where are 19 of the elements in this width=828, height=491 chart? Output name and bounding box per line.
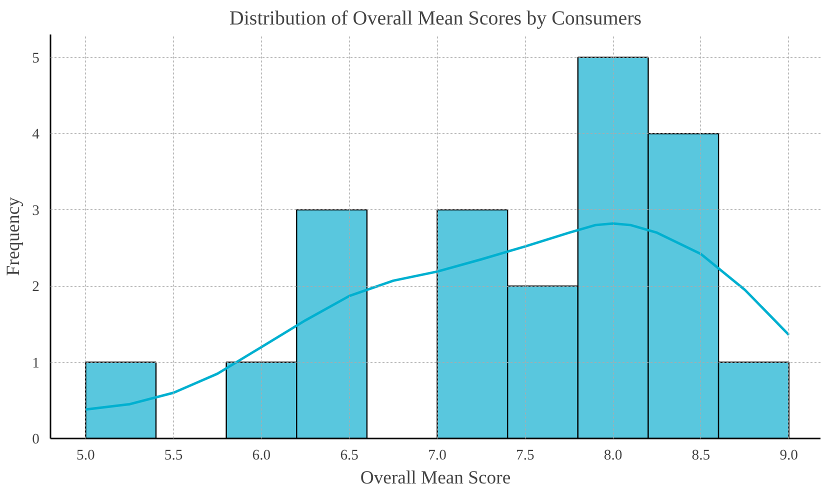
y-axis-title: Frequency bbox=[3, 196, 24, 276]
x-tick-label: 8.5 bbox=[692, 448, 710, 464]
x-axis-title: Overall Mean Score bbox=[360, 468, 511, 488]
y-tick-label: 2 bbox=[32, 279, 40, 296]
x-tick-label: 5.0 bbox=[76, 448, 95, 464]
x-tick-label: 7.0 bbox=[428, 448, 446, 464]
y-tick-label: 4 bbox=[32, 126, 40, 143]
y-tick-label: 5 bbox=[32, 50, 40, 66]
x-tick-label: 6.5 bbox=[340, 448, 359, 464]
y-tick-label: 3 bbox=[32, 202, 40, 219]
y-tick-label: 0 bbox=[32, 432, 40, 448]
line-series bbox=[84, 222, 790, 411]
x-tick-label: 6.0 bbox=[252, 448, 271, 464]
x-tick-label: 8.0 bbox=[604, 448, 622, 464]
y-tick-label: 1 bbox=[32, 355, 40, 372]
chart-title: Distribution of Overall Mean Scores by Consumers bbox=[229, 8, 642, 30]
x-tick-label: 5.5 bbox=[164, 448, 183, 464]
x-tick-label: 9.0 bbox=[780, 448, 798, 464]
x-tick-label: 7.5 bbox=[516, 448, 534, 464]
